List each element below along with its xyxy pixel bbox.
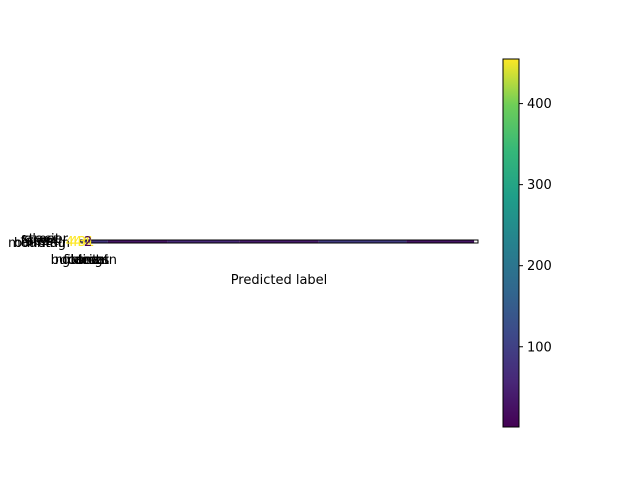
cell-annotation: 431 (70, 235, 95, 250)
heatmap-cell (239, 240, 319, 243)
cell-annotation: 2 (84, 235, 92, 250)
x-tick-label: forest (63, 253, 100, 268)
cell-annotation: 444 (66, 235, 91, 250)
x-tick-label: mountain (55, 253, 117, 268)
heatmap-cell (107, 240, 168, 243)
y-tick-label: forest (21, 234, 58, 249)
y-tick-label: building (14, 236, 66, 251)
y-tick-label: sea (27, 234, 50, 249)
colorbar-tick-label: 100 (527, 340, 552, 355)
heatmap-frame (79, 239, 479, 244)
heatmap-cell (167, 240, 240, 243)
heatmap-strip (80, 240, 475, 243)
heatmap-cell (80, 240, 108, 243)
colorbar-tick-label: 300 (527, 178, 552, 193)
x-tick-label: glacier (62, 253, 107, 268)
heatmap-cell (406, 240, 475, 243)
y-tick-label: mountain (8, 236, 70, 251)
colorbar-tick-label: 200 (527, 259, 552, 274)
colorbar-tick-label: 400 (527, 97, 552, 112)
colorbar-gradient (503, 59, 519, 427)
x-tick-label: buildings (51, 253, 110, 268)
y-tick-label: glacier (24, 232, 69, 247)
x-axis-label: Predicted label (231, 273, 328, 288)
heatmap-cell (318, 240, 407, 243)
x-tick-label: sea (77, 253, 100, 268)
x-tick-label: street (71, 253, 109, 268)
colorbar: 100 200 300 400 (502, 58, 552, 428)
y-tick-label: street (22, 232, 60, 247)
colorbar-frame (502, 58, 520, 428)
colorbar-ticks: 100 200 300 400 (519, 97, 552, 355)
